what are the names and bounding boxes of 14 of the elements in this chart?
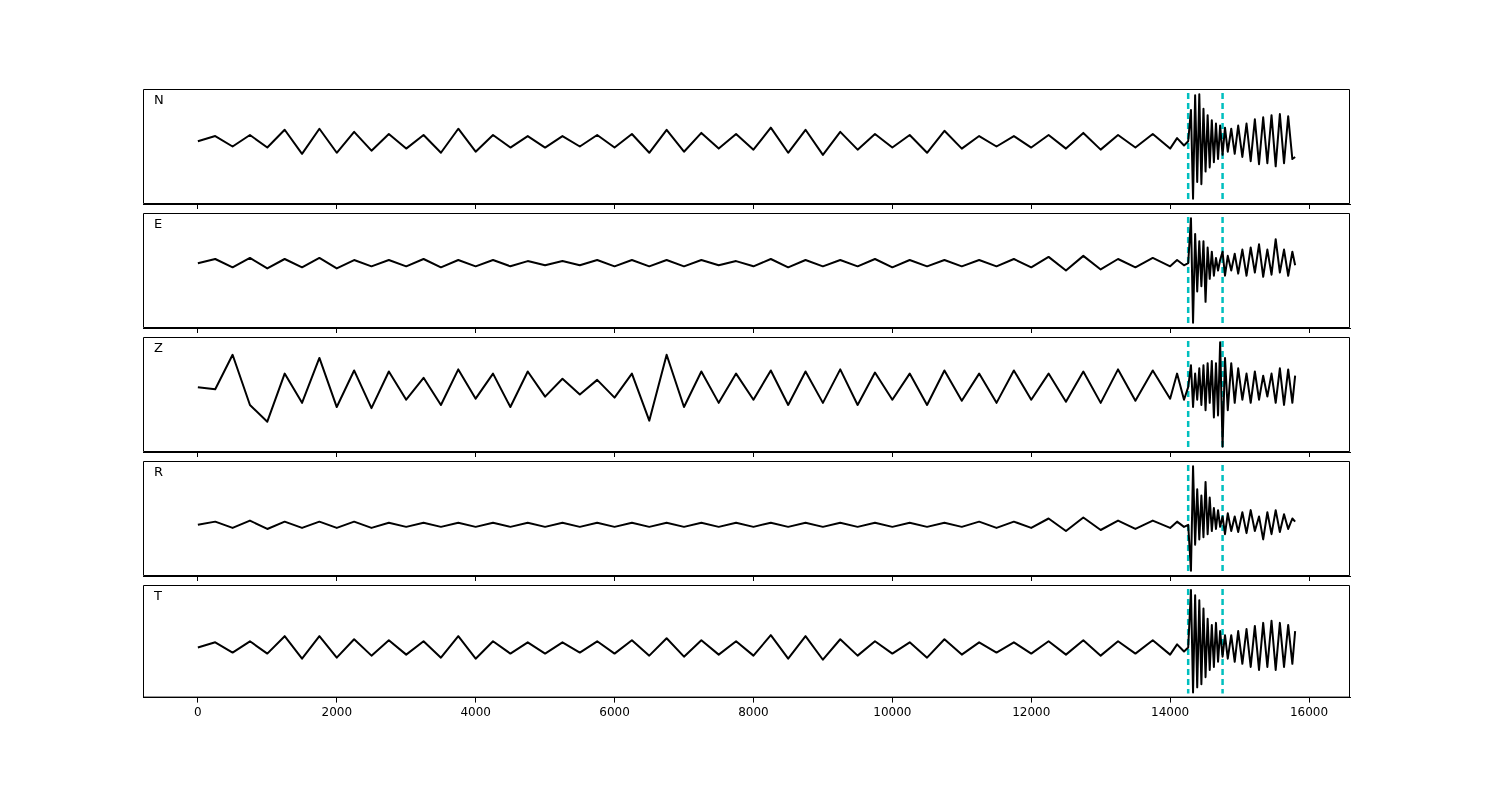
chart-title: R bbox=[154, 463, 164, 479]
x-tick-label: 10000 bbox=[873, 704, 912, 719]
x-tick-label: 8000 bbox=[738, 704, 769, 719]
x-tick-label: 0 bbox=[194, 704, 202, 719]
chart-title: E bbox=[154, 215, 163, 231]
chart-title: Z bbox=[154, 339, 163, 355]
x-tick-label: 14000 bbox=[1151, 704, 1190, 719]
x-tick-label: 2000 bbox=[321, 704, 353, 719]
x-tick-label: 6000 bbox=[599, 704, 630, 719]
chart-title: T bbox=[153, 587, 162, 603]
x-tick-label: 12000 bbox=[1012, 704, 1051, 719]
chart-title: N bbox=[154, 91, 164, 107]
x-tick-label: 4000 bbox=[460, 704, 491, 719]
x-tick-label: 16000 bbox=[1289, 704, 1329, 719]
